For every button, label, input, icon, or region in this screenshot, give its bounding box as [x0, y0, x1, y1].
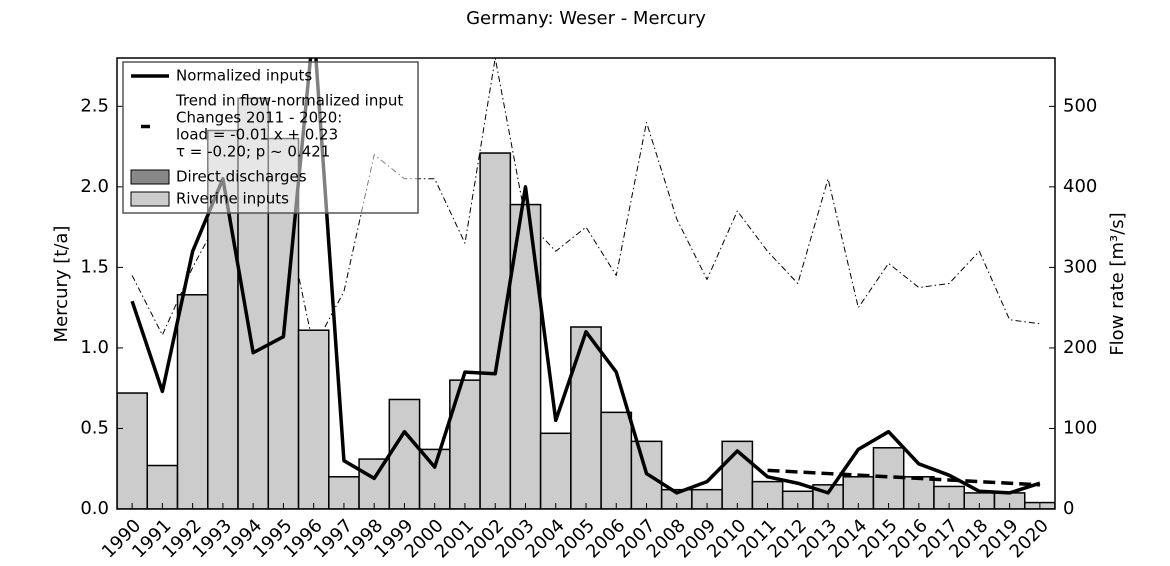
y-tick-label: 0.0: [80, 498, 109, 519]
bar: [176, 294, 209, 509]
y-tick-label: 0.5: [80, 417, 109, 438]
bar: [600, 411, 633, 509]
y2-axis-label: Flow rate [m³/s]: [1107, 212, 1128, 355]
legend-label: Riverine inputs: [176, 190, 289, 208]
bar: [479, 152, 512, 509]
y-tick-label: 2.0: [80, 176, 109, 197]
y2-tick-label: 100: [1063, 417, 1097, 438]
y2-tick-label: 400: [1063, 176, 1097, 197]
legend-box: [122, 61, 419, 214]
y-tick-label: 2.5: [80, 95, 109, 116]
legend-label: load = -0.01 x + 0.23: [176, 126, 338, 144]
line: [130, 58, 1041, 495]
bar: [539, 432, 572, 509]
y-tick-label: 1.5: [80, 256, 109, 277]
legend-label: τ = -0.20; p ~ 0.421: [176, 143, 330, 161]
legend-label: Changes 2011 - 2020:: [176, 109, 342, 127]
bar: [358, 458, 391, 509]
line: [767, 468, 1040, 487]
bar: [297, 329, 330, 509]
bar: [418, 448, 451, 509]
y-axis-label: Mercury [t/a]: [51, 226, 72, 343]
y2-tick-label: 500: [1063, 95, 1097, 116]
y2-tick-label: 0: [1063, 498, 1074, 519]
bar: [146, 464, 179, 509]
legend-label: Trend in flow-normalized input: [175, 92, 403, 110]
chart-title: Germany: Weser - Mercury: [466, 8, 706, 29]
y2-tick-label: 300: [1063, 256, 1097, 277]
bar: [388, 398, 421, 509]
bar: [449, 379, 481, 509]
legend-swatch: [130, 191, 170, 207]
bar: [570, 326, 602, 509]
axes: 0.00.51.01.52.02.50100200300400500199019…: [80, 95, 1097, 562]
legend-label: Direct discharges: [176, 168, 307, 186]
bar: [117, 392, 149, 509]
legend-label: Normalized inputs: [176, 67, 312, 85]
legend: Normalized inputs Trend in flow-normalize…: [122, 61, 419, 214]
y2-tick-label: 200: [1063, 337, 1097, 358]
legend-swatch: [130, 169, 170, 185]
y-tick-label: 1.0: [80, 337, 109, 358]
